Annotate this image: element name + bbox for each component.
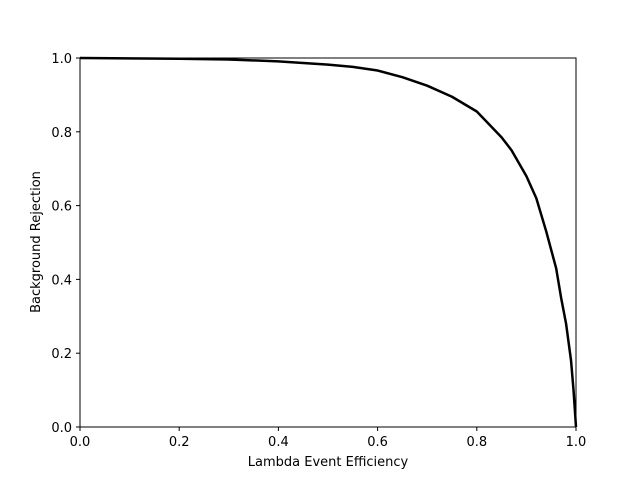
x-axis-label: Lambda Event Efficiency xyxy=(248,455,409,470)
x-tick-label: 0.4 xyxy=(268,435,289,450)
y-tick-label: 0.2 xyxy=(51,347,72,362)
x-tick-label: 0.0 xyxy=(70,435,91,450)
y-tick-label: 0.8 xyxy=(51,126,72,141)
y-tick-label: 0.6 xyxy=(51,200,72,215)
x-tick-label: 0.2 xyxy=(169,435,190,450)
x-tick-label: 0.6 xyxy=(367,435,388,450)
data-line xyxy=(79,56,578,428)
x-tick-label: 1.0 xyxy=(566,435,587,450)
y-tick-label: 1.0 xyxy=(51,52,72,67)
plot-frame xyxy=(79,57,577,428)
y-axis-label: Background Rejection xyxy=(29,171,44,313)
y-tick-label: 0.4 xyxy=(51,273,72,288)
x-tick-label: 0.8 xyxy=(466,435,487,450)
y-tick-label: 0.0 xyxy=(51,421,72,436)
